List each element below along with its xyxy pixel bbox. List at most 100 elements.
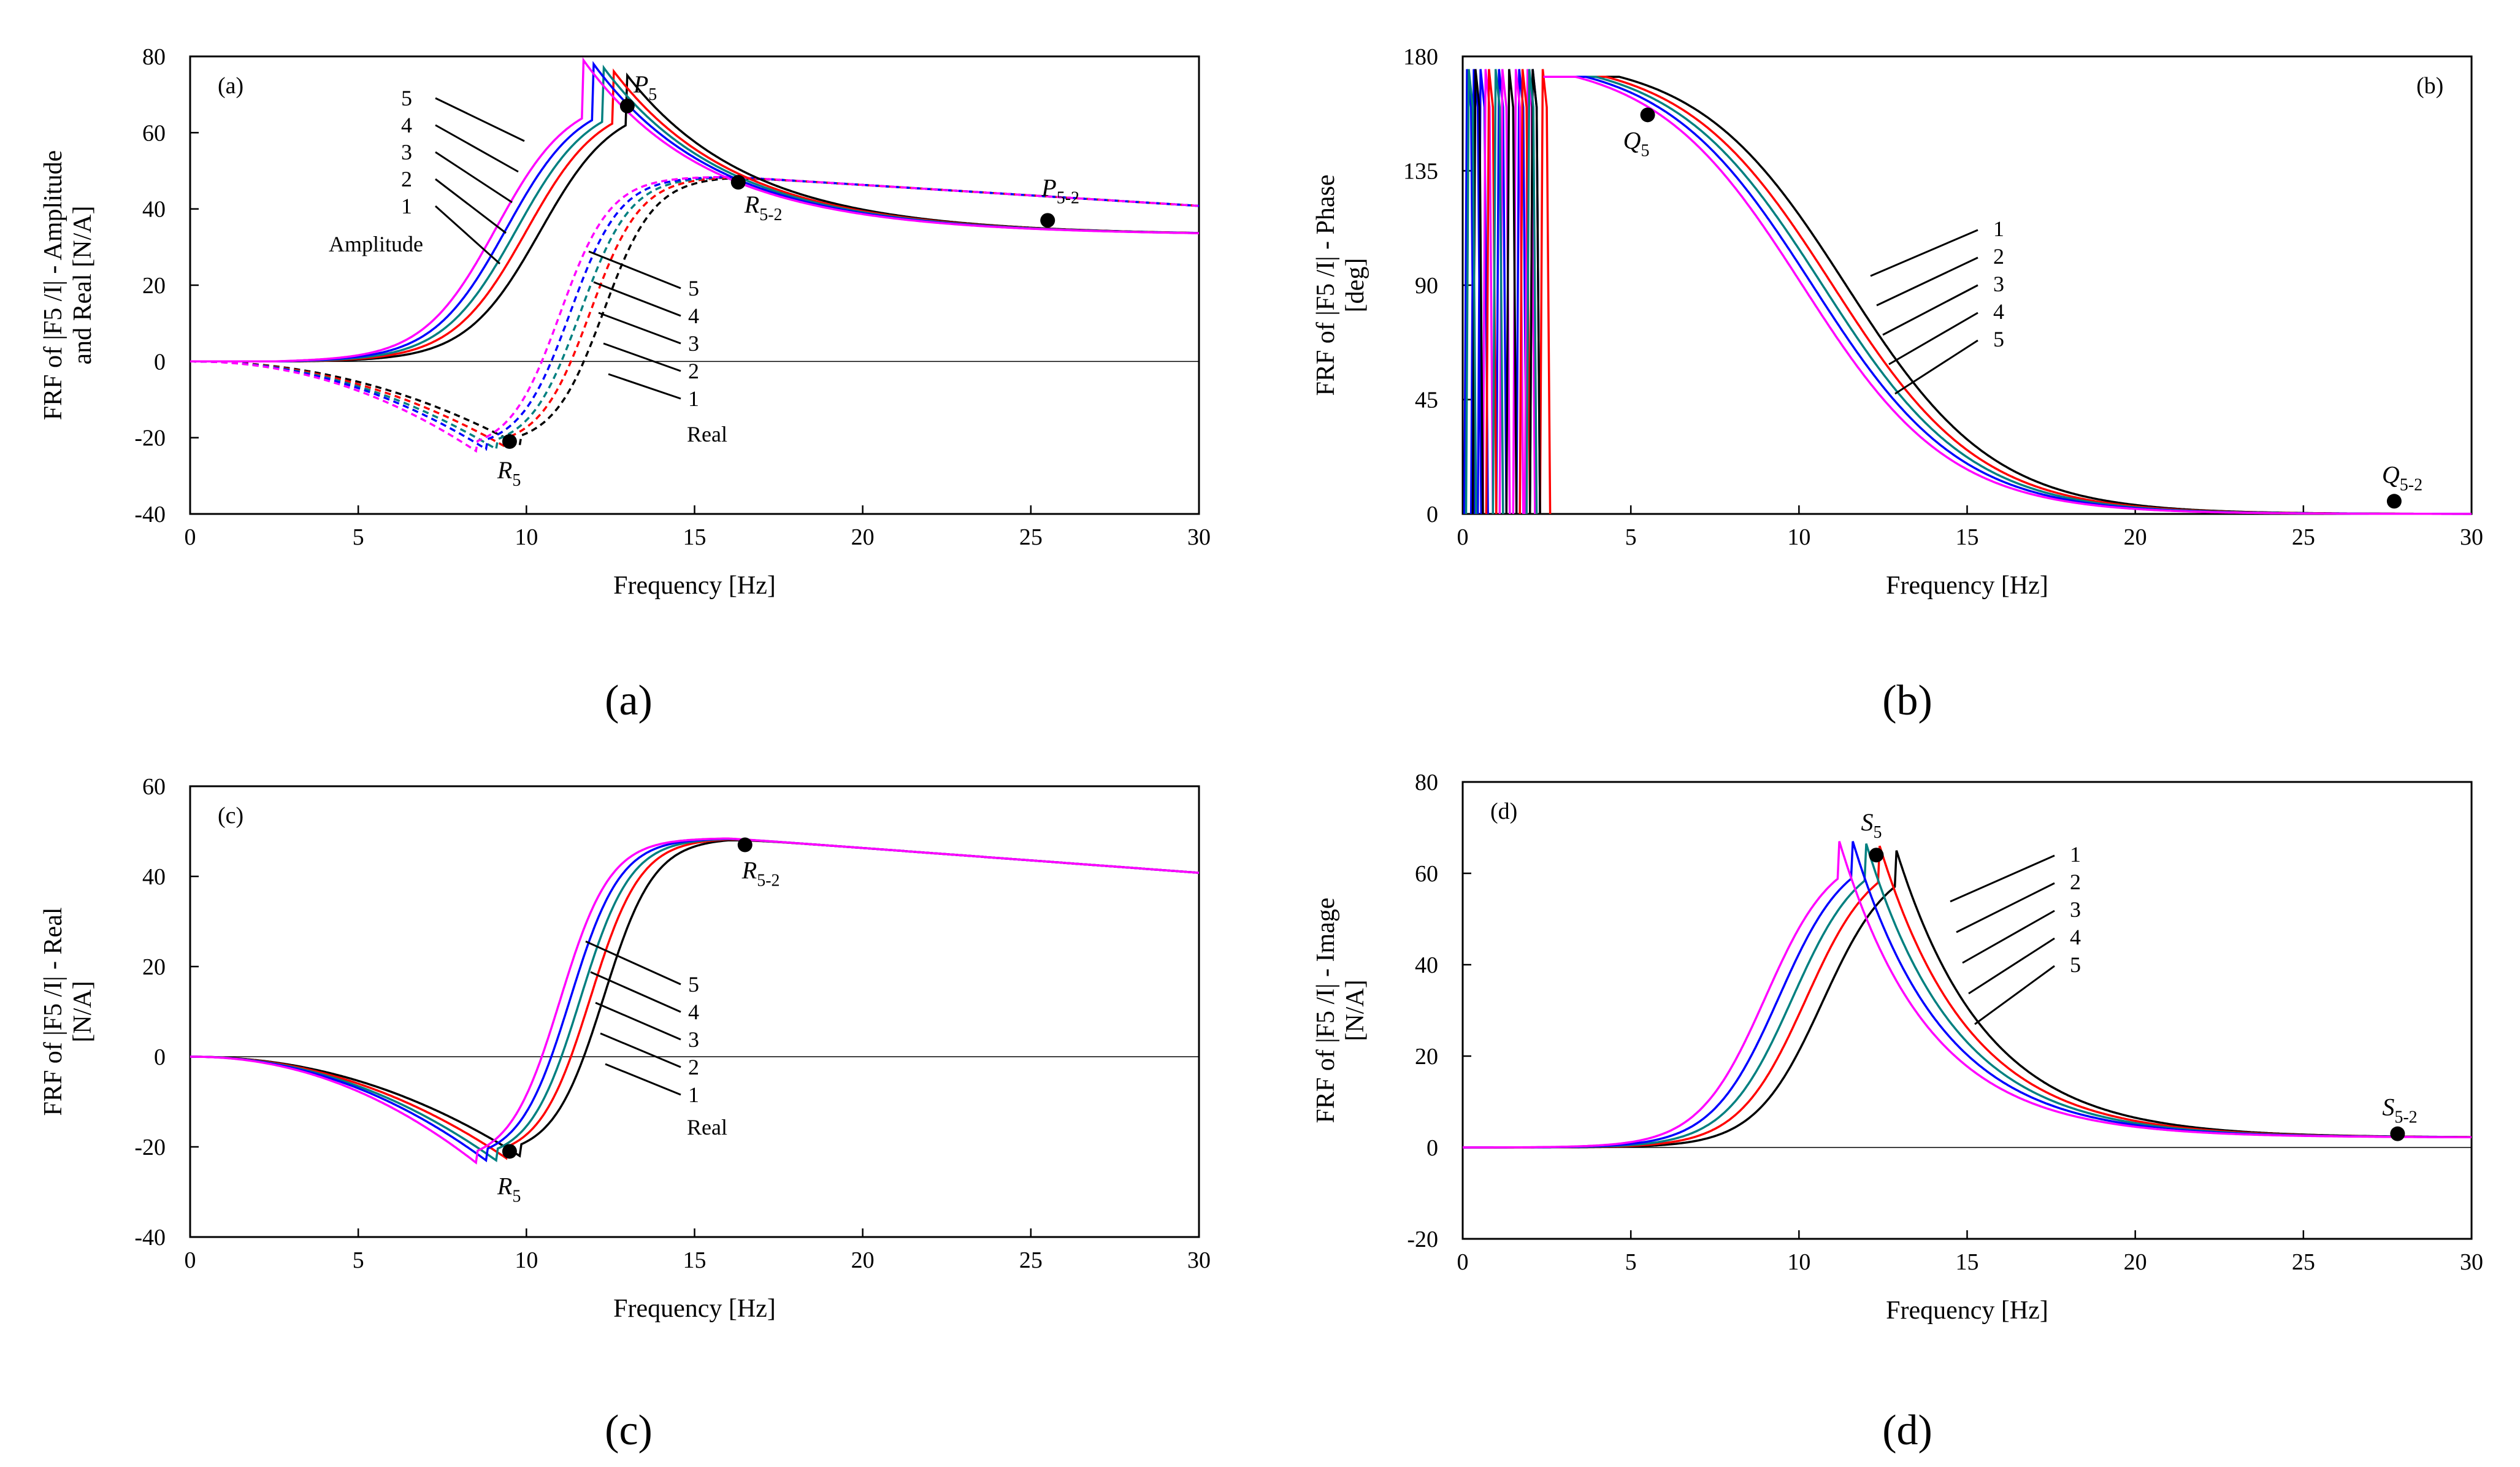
x-tick-label: 25 [2292,1249,2315,1275]
x-tick-label: 20 [851,524,875,550]
x-tick-label: 0 [1457,1249,1469,1275]
x-tick-label: 30 [1187,1247,1211,1273]
leader-line-d [1974,965,2055,1025]
leader-line-b [1888,312,1978,366]
y-tick-label: 135 [1403,159,1438,185]
x-tick-label: 20 [2124,1249,2147,1275]
leader-line-a-amp [435,151,513,204]
marker-R5 [502,1144,517,1159]
caption-d: (d) [1882,1407,1932,1454]
marker-label-S5: S5 [1861,808,1882,842]
series-callout-label: 2 [688,359,699,383]
series-real-5 [190,175,1200,453]
series-phase-3 [1543,75,2472,515]
leader-line-a-amp [434,205,501,265]
x-tick-label: 30 [1187,524,1211,550]
x-tick-label: 25 [2292,524,2315,550]
real-annotation: Real [687,422,727,446]
panel-tag-b: (b) [2416,73,2443,99]
y-tick-label: 20 [142,954,166,980]
y-tick-label: 40 [1415,952,1438,978]
x-axis-label: Frequency [Hz] [613,1295,776,1323]
series-callout-label: 5 [1993,327,2004,351]
marker-label-R5: R5 [497,456,521,490]
series-callout-label: 4 [2070,925,2081,949]
series-callout-label: 5 [2070,952,2081,977]
y-tick-label: 0 [1427,502,1438,527]
y-tick-label: 60 [142,120,166,146]
marker-Q5-2 [2386,494,2402,509]
marker-label-P5-2: P5-2 [1041,174,1079,207]
x-tick-label: 10 [1787,1249,1810,1275]
y-tick-label: -40 [134,1225,166,1251]
y-tick-label: -20 [134,426,166,451]
plot-frame-d [1461,781,2473,1240]
leader-line-d [1950,854,2055,903]
x-tick-label: 5 [1625,524,1637,550]
series-callout-label: 1 [688,386,699,411]
phase-wrap-segment [1482,69,1536,515]
y-tick-label: 80 [1415,770,1438,795]
series-amplitude-5 [190,57,1199,363]
y-tick-label: 40 [142,864,166,890]
series-callout-label: 2 [2070,870,2081,894]
series-callout-label: 4 [688,1000,699,1024]
leader-line-d [1956,882,2055,933]
y-tick-label: 0 [1427,1135,1438,1161]
panel-tag-d: (d) [1490,799,1517,824]
series-phase-2 [1543,75,2472,515]
y-axis-label-line-1: FRF of |F5 /I| - Image [1312,898,1340,1124]
x-tick-label: 15 [1956,1249,1979,1275]
marker-P5 [619,98,635,113]
leader-line-c [595,1002,681,1041]
x-tick-label: 20 [851,1247,875,1273]
series-phase-5 [1543,75,2472,515]
series-real-5 [190,837,1200,1165]
y-axis-label-line-1: FRF of |F5 /I| - Real [39,908,67,1116]
x-tick-label: 0 [185,524,196,550]
series-real-1 [190,177,1200,447]
y-tick-label: 60 [1415,861,1438,887]
marker-R5-2 [737,837,753,852]
leader-line-c [605,1063,681,1096]
series-real-2 [190,176,1200,449]
leader-line-b [1876,256,1978,307]
leader-line-c [585,940,681,986]
series-real-1 [190,839,1200,1158]
series-callout-label: 5 [688,972,699,997]
marker-label-R5-2: R5-2 [741,857,780,891]
leader-line-d [1968,937,2055,995]
caption-a: (a) [605,677,653,724]
y-axis-label-line-2: [N/A] [69,981,97,1042]
series-callout-label: 3 [688,1027,699,1052]
leader-line-b [1882,284,1978,336]
x-tick-label: 30 [2460,524,2483,550]
marker-R5-2 [730,175,746,190]
y-tick-label: -20 [1407,1227,1438,1252]
plot-frame-b [1461,55,2473,515]
leader-line-a-real [588,250,681,289]
leader-line-a-amp [435,178,507,234]
x-tick-label: 15 [1956,524,1979,550]
y-tick-label: 80 [142,44,166,70]
x-tick-label: 0 [1457,524,1469,550]
series-callout-label: 4 [1993,299,2004,324]
phase-wrap-segment [1465,69,1538,515]
marker-label-Q5: Q5 [1623,126,1650,160]
series-callout-label: 1 [1993,216,2004,241]
series-callout-label: 3 [2070,897,2081,922]
x-tick-label: 20 [2124,524,2147,550]
x-tick-label: 25 [1019,524,1043,550]
x-tick-label: 30 [2460,1249,2483,1275]
series-callout-label: 1 [2070,842,2081,867]
series-callout-label: 3 [1993,272,2004,296]
y-axis-label-line-1: FRF of |F5 /I| - Amplitude [39,150,67,420]
y-tick-label: 180 [1403,44,1438,70]
y-axis-label-line-1: FRF of |F5 /I| - Phase [1312,174,1340,396]
y-tick-label: 0 [154,1044,166,1070]
marker-S5 [1869,848,1884,863]
series-callout-label: 2 [1993,244,2004,269]
